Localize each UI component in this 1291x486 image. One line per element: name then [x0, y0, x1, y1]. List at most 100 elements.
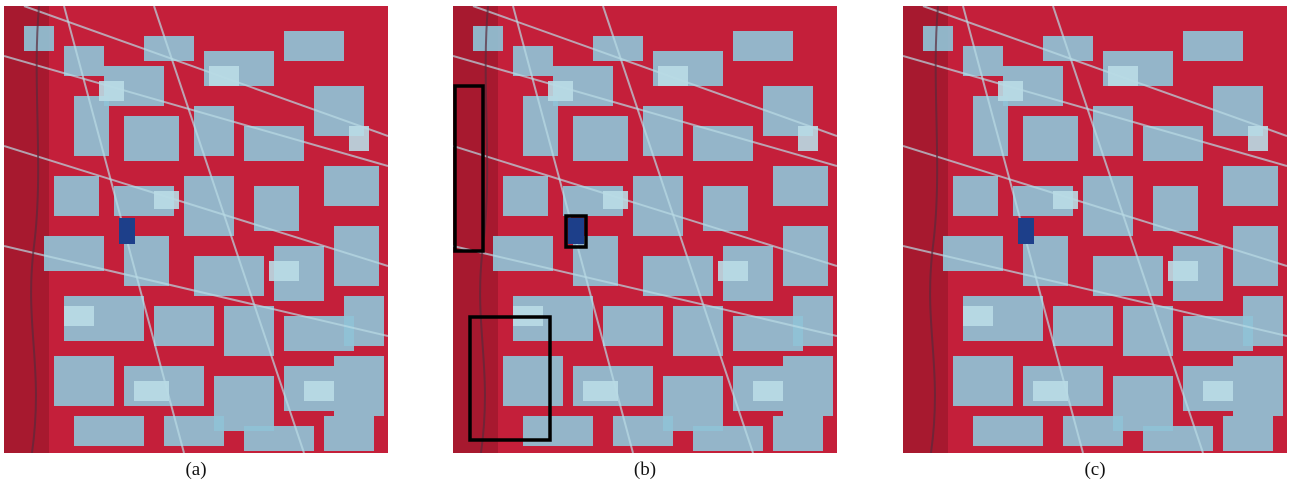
cleared-patch	[1093, 256, 1163, 296]
cleared-patch	[953, 176, 998, 216]
bright-cleared-patch	[304, 381, 334, 401]
cleared-patch	[44, 236, 104, 271]
water-body	[568, 218, 584, 244]
cleared-patch	[493, 236, 553, 271]
cleared-patch	[513, 46, 553, 76]
road-line	[472, 6, 837, 137]
road-line	[903, 245, 1287, 337]
bright-cleared-patch	[269, 261, 299, 281]
road-line	[922, 6, 1287, 137]
cleared-patch	[54, 356, 114, 406]
road-line	[903, 55, 1287, 167]
cleared-patch	[693, 426, 763, 451]
cleared-patch	[923, 26, 953, 51]
bright-cleared-patch	[349, 126, 369, 151]
road-line	[23, 6, 388, 137]
cleared-patch	[74, 416, 144, 446]
caption-b: (b)	[633, 459, 657, 480]
cleared-patch	[1183, 31, 1243, 61]
cleared-patch	[254, 186, 299, 231]
road-line	[903, 145, 1287, 267]
cleared-patch	[244, 126, 304, 161]
water-body	[119, 218, 135, 244]
road-line	[453, 145, 837, 267]
cleared-patch	[344, 296, 384, 346]
cleared-patch	[54, 176, 99, 216]
bright-cleared-patch	[658, 66, 688, 86]
cleared-patch	[224, 306, 274, 356]
cleared-patch	[284, 316, 354, 351]
cleared-patch	[953, 356, 1013, 406]
cleared-patch	[334, 356, 384, 416]
cleared-patch	[1183, 316, 1253, 351]
cleared-patch	[1233, 356, 1283, 416]
cleared-patch	[124, 116, 179, 161]
bright-cleared-patch	[1108, 66, 1138, 86]
cleared-patch	[1223, 416, 1273, 451]
road-line	[4, 55, 388, 167]
cleared-patch	[973, 416, 1043, 446]
cleared-patch	[783, 356, 833, 416]
road-line	[602, 6, 754, 453]
cleared-patch	[573, 116, 628, 161]
satellite-image-panel-a	[4, 6, 388, 453]
cleared-patch	[1123, 306, 1173, 356]
bright-cleared-patch	[798, 126, 818, 151]
cleared-patch	[503, 356, 563, 406]
cleared-patch	[244, 426, 314, 451]
cleared-patch	[963, 46, 1003, 76]
caption-c: (c)	[1084, 459, 1106, 480]
cleared-patch	[773, 166, 828, 206]
cleared-patch	[733, 31, 793, 61]
cleared-patch	[1053, 306, 1113, 346]
road-line	[4, 145, 388, 267]
satellite-image-a	[4, 6, 388, 453]
bright-cleared-patch	[64, 306, 94, 326]
cleared-patch	[643, 256, 713, 296]
cleared-patch	[324, 166, 379, 206]
cleared-patch	[1063, 416, 1123, 446]
cleared-patch	[613, 416, 673, 446]
satellite-image-c	[903, 6, 1287, 453]
highlight-box-water	[564, 214, 588, 249]
cleared-patch	[1153, 186, 1198, 231]
road-line	[4, 245, 388, 337]
bright-cleared-patch	[753, 381, 783, 401]
cleared-patch	[603, 306, 663, 346]
bright-cleared-patch	[963, 306, 993, 326]
dense-forest-strip	[4, 6, 49, 453]
river-path	[30, 6, 40, 453]
cleared-patch	[1143, 126, 1203, 161]
highlight-box-bottom	[468, 315, 552, 442]
cleared-patch	[1023, 116, 1078, 161]
cleared-patch	[284, 31, 344, 61]
highlight-box-left-strip	[453, 84, 485, 253]
cleared-patch	[703, 186, 748, 231]
cleared-patch	[24, 26, 54, 51]
cleared-patch	[673, 306, 723, 356]
cleared-patch	[733, 316, 803, 351]
cleared-patch	[943, 236, 1003, 271]
bright-cleared-patch	[1168, 261, 1198, 281]
bright-cleared-patch	[209, 66, 239, 86]
cleared-patch	[184, 176, 234, 236]
cleared-patch	[503, 176, 548, 216]
cleared-patch	[643, 106, 683, 156]
dense-forest-strip	[903, 6, 948, 453]
road-line	[453, 55, 837, 167]
bright-cleared-patch	[583, 381, 618, 401]
cleared-patch	[324, 416, 374, 451]
cleared-patch	[154, 306, 214, 346]
road-line	[1052, 6, 1204, 453]
bright-cleared-patch	[1033, 381, 1068, 401]
satellite-image-panel-c	[903, 6, 1287, 453]
bright-cleared-patch	[1203, 381, 1233, 401]
bright-cleared-patch	[134, 381, 169, 401]
cleared-patch	[194, 106, 234, 156]
road-line	[153, 6, 305, 453]
road-line	[453, 245, 837, 337]
cleared-patch	[693, 126, 753, 161]
cleared-patch	[793, 296, 833, 346]
cleared-patch	[1093, 106, 1133, 156]
cleared-patch	[473, 26, 503, 51]
